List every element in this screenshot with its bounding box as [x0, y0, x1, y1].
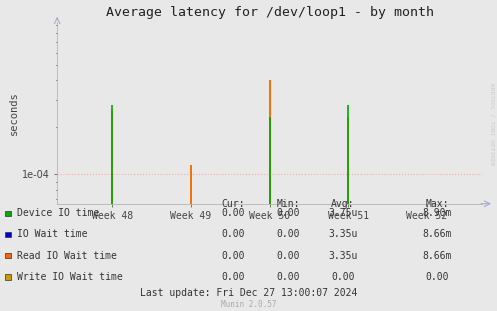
- Text: Munin 2.0.57: Munin 2.0.57: [221, 300, 276, 309]
- Text: 0.00: 0.00: [222, 272, 246, 282]
- Text: Device IO time: Device IO time: [17, 208, 99, 218]
- Text: Max:: Max:: [425, 199, 449, 209]
- Text: Cur:: Cur:: [222, 199, 246, 209]
- Text: Min:: Min:: [276, 199, 300, 209]
- Text: 0.00: 0.00: [222, 251, 246, 261]
- Text: 0.00: 0.00: [276, 272, 300, 282]
- Text: 0.00: 0.00: [276, 251, 300, 261]
- Text: 0.00: 0.00: [276, 208, 300, 218]
- Text: 8.66m: 8.66m: [422, 251, 452, 261]
- Y-axis label: seconds: seconds: [9, 91, 19, 135]
- Text: 3.35u: 3.35u: [328, 251, 358, 261]
- Text: 0.00: 0.00: [222, 230, 246, 239]
- Text: 0.00: 0.00: [222, 208, 246, 218]
- Text: 0.00: 0.00: [331, 272, 355, 282]
- Text: 3.75u: 3.75u: [328, 208, 358, 218]
- Title: Average latency for /dev/loop1 - by month: Average latency for /dev/loop1 - by mont…: [106, 6, 433, 19]
- Text: 8.66m: 8.66m: [422, 230, 452, 239]
- Text: Write IO Wait time: Write IO Wait time: [17, 272, 123, 282]
- Text: 8.90m: 8.90m: [422, 208, 452, 218]
- Text: Last update: Fri Dec 27 13:00:07 2024: Last update: Fri Dec 27 13:00:07 2024: [140, 288, 357, 298]
- Text: 0.00: 0.00: [425, 272, 449, 282]
- Text: IO Wait time: IO Wait time: [17, 230, 88, 239]
- Text: 3.35u: 3.35u: [328, 230, 358, 239]
- Text: Read IO Wait time: Read IO Wait time: [17, 251, 117, 261]
- Text: 0.00: 0.00: [276, 230, 300, 239]
- Text: RRDTOOL / TOBI OETIKER: RRDTOOL / TOBI OETIKER: [490, 83, 495, 166]
- Text: Avg:: Avg:: [331, 199, 355, 209]
